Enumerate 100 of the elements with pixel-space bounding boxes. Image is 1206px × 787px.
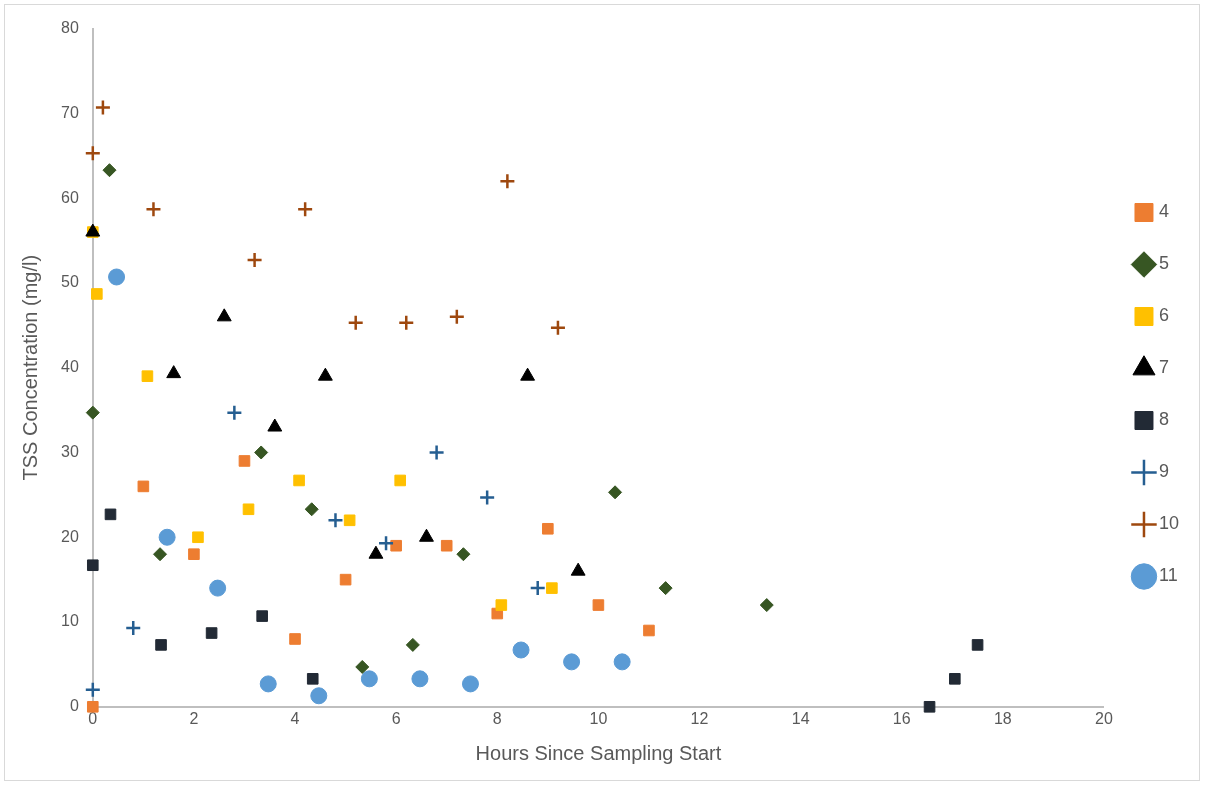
point [84,144,102,162]
point [546,582,558,594]
legend-label: 6 [1158,305,1169,326]
point [145,200,162,218]
point [91,288,103,300]
point [405,637,420,652]
y-tick-label: 80 [61,19,79,37]
point [153,547,168,562]
x-axis-title: Hours Since Sampling Start [475,741,722,764]
point [440,539,453,552]
x-tick-label: 6 [391,709,401,727]
point [205,627,218,639]
point [188,548,200,561]
legend-label: 11 [1158,565,1178,586]
point [411,670,429,688]
point [254,445,269,460]
point [347,314,364,332]
x-tick-label: 16 [892,709,911,727]
point [256,610,268,622]
point [643,624,655,637]
point [327,512,344,529]
point [84,681,102,699]
legend-label: 4 [1158,201,1169,222]
point [971,639,984,651]
y-tick-label: 60 [61,188,79,206]
y-tick-label: 10 [61,612,79,630]
point [85,405,100,420]
point [923,701,936,713]
point [293,474,305,487]
point [608,485,623,500]
point [613,653,631,671]
point [192,531,204,544]
point [355,659,370,674]
point [104,508,117,521]
y-tick-label: 40 [61,358,79,376]
y-tick-label: 70 [61,103,79,121]
point [304,502,319,517]
legend-label: 9 [1158,461,1169,482]
y-tick-label: 20 [61,527,79,545]
legend-label: 10 [1158,513,1180,534]
point [124,619,142,637]
x-tick-label: 8 [492,709,502,727]
point [226,404,243,421]
legend-label: 8 [1158,409,1169,430]
point [512,641,530,659]
x-tick-label: 2 [189,709,199,727]
point [398,314,415,332]
x-tick-label: 20 [1095,709,1113,727]
point [759,598,774,613]
point [94,99,112,116]
point [259,675,277,693]
y-tick-label: 50 [61,273,79,291]
point [949,673,961,685]
point [158,528,176,546]
point [542,522,554,535]
point [658,581,673,596]
x-tick-label: 10 [589,709,608,727]
x-tick-label: 4 [290,709,300,727]
point [209,579,227,597]
point [141,370,154,382]
point [456,547,471,562]
point [267,418,283,432]
point [390,539,402,552]
point [448,308,466,326]
y-tick-label: 0 [69,697,79,715]
legend-label: 5 [1158,253,1169,274]
point [86,701,99,713]
point [137,480,150,493]
point [343,514,356,527]
point [155,639,167,651]
point [296,200,314,218]
point [499,172,516,190]
x-tick-label: 18 [993,709,1012,727]
point [238,455,251,467]
x-tick-label: 12 [690,709,709,727]
point [339,573,352,586]
point [102,163,117,178]
point [529,579,546,597]
point [289,633,301,645]
point [360,670,378,688]
point [495,599,508,611]
point [310,687,328,705]
point [377,534,395,552]
point [478,489,496,506]
x-tick-label: 14 [791,709,810,727]
point [306,673,319,685]
point [394,474,406,487]
point [242,503,255,516]
point [108,268,126,286]
point [549,319,567,337]
point [563,653,581,671]
legend-label: 7 [1158,357,1169,378]
point [216,308,232,322]
point [246,251,263,269]
point [461,675,479,693]
point [86,559,99,572]
point [592,599,605,611]
point [428,444,445,461]
x-tick-label: 0 [88,709,98,727]
y-tick-label: 30 [61,442,79,460]
